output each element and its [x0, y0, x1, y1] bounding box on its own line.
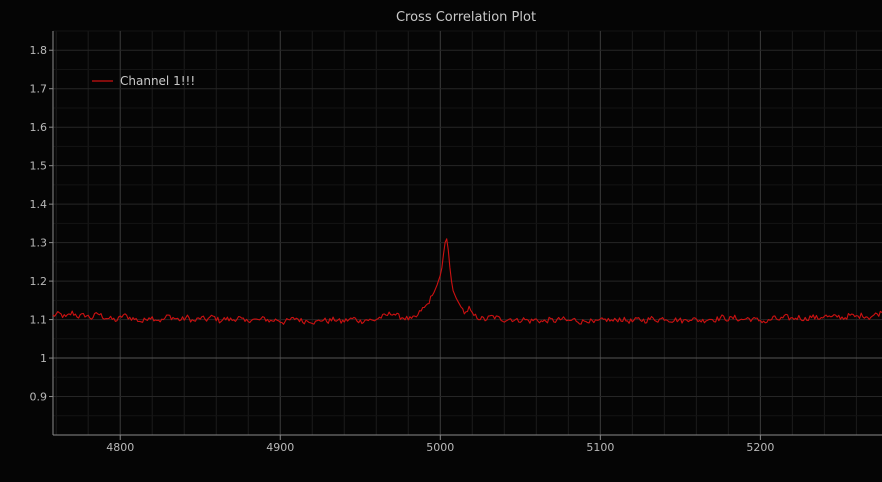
y-tick-label: 1.4 [30, 198, 48, 211]
tick-labels: 4800 4900 5000 5100 5200 0.9 1 1.1 1.2 1.3 1.4 1.5 1… [30, 44, 775, 454]
y-tick-label: 1 [40, 352, 47, 365]
x-tick-label: 5200 [746, 441, 774, 454]
y-tick-label: 1.3 [30, 237, 48, 250]
axes [49, 31, 882, 440]
y-tick-label: 1.5 [30, 160, 48, 173]
chart-title: Cross Correlation Plot [396, 10, 536, 25]
x-tick-label: 5000 [426, 441, 454, 454]
y-tick-label: 1.7 [30, 83, 48, 96]
y-tick-label: 1.6 [30, 121, 48, 134]
x-tick-label: 4800 [106, 441, 134, 454]
y-tick-label: 1.2 [30, 275, 48, 288]
y-tick-label: 1.8 [30, 44, 48, 57]
legend: Channel 1!!! [92, 74, 195, 88]
y-tick-label: 0.9 [30, 391, 48, 404]
series-layer [52, 238, 882, 325]
legend-label: Channel 1!!! [120, 74, 195, 88]
series-line-channel-1 [52, 238, 882, 325]
x-tick-label: 4900 [266, 441, 294, 454]
x-tick-label: 5100 [586, 441, 614, 454]
y-tick-label: 1.1 [30, 314, 48, 327]
major-grid [53, 31, 882, 435]
minor-grid [53, 30, 882, 435]
